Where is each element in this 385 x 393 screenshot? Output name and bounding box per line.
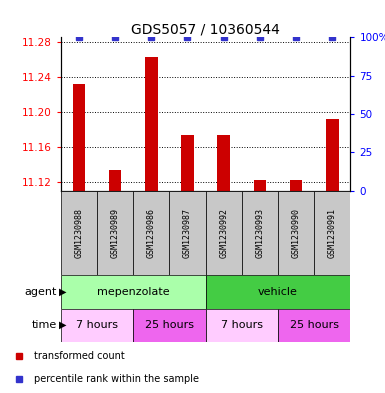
Text: percentile rank within the sample: percentile rank within the sample xyxy=(34,374,199,384)
Bar xyxy=(181,136,194,191)
Text: GSM1230989: GSM1230989 xyxy=(110,208,120,258)
Bar xyxy=(61,275,206,309)
Bar xyxy=(278,191,314,275)
Text: ▶: ▶ xyxy=(59,320,66,330)
Bar xyxy=(218,136,230,191)
Bar xyxy=(133,191,169,275)
Text: GSM1230986: GSM1230986 xyxy=(147,208,156,258)
Text: ▶: ▶ xyxy=(59,287,66,297)
Text: agent: agent xyxy=(25,287,57,297)
Bar xyxy=(61,309,133,342)
Bar xyxy=(97,191,133,275)
Bar xyxy=(206,275,350,309)
Text: vehicle: vehicle xyxy=(258,287,298,297)
Bar xyxy=(278,309,350,342)
Text: time: time xyxy=(32,320,57,330)
Text: transformed count: transformed count xyxy=(34,351,125,361)
Bar xyxy=(314,191,350,275)
Text: GSM1230991: GSM1230991 xyxy=(328,208,337,258)
Bar xyxy=(206,309,278,342)
Bar xyxy=(290,180,302,191)
Text: 25 hours: 25 hours xyxy=(145,320,194,330)
Bar xyxy=(206,191,242,275)
Title: GDS5057 / 10360544: GDS5057 / 10360544 xyxy=(131,22,280,36)
Text: GSM1230988: GSM1230988 xyxy=(74,208,84,258)
Bar xyxy=(326,119,338,191)
Bar xyxy=(254,180,266,191)
Text: 7 hours: 7 hours xyxy=(76,320,118,330)
Bar xyxy=(145,57,157,191)
Bar xyxy=(109,171,121,191)
Text: GSM1230990: GSM1230990 xyxy=(291,208,301,258)
Text: 25 hours: 25 hours xyxy=(290,320,339,330)
Text: GSM1230992: GSM1230992 xyxy=(219,208,228,258)
Bar xyxy=(73,84,85,191)
Bar xyxy=(61,191,97,275)
Bar xyxy=(169,191,206,275)
Bar xyxy=(242,191,278,275)
Text: mepenzolate: mepenzolate xyxy=(97,287,169,297)
Text: GSM1230987: GSM1230987 xyxy=(183,208,192,258)
Text: GSM1230993: GSM1230993 xyxy=(255,208,264,258)
Text: 7 hours: 7 hours xyxy=(221,320,263,330)
Bar xyxy=(133,309,206,342)
